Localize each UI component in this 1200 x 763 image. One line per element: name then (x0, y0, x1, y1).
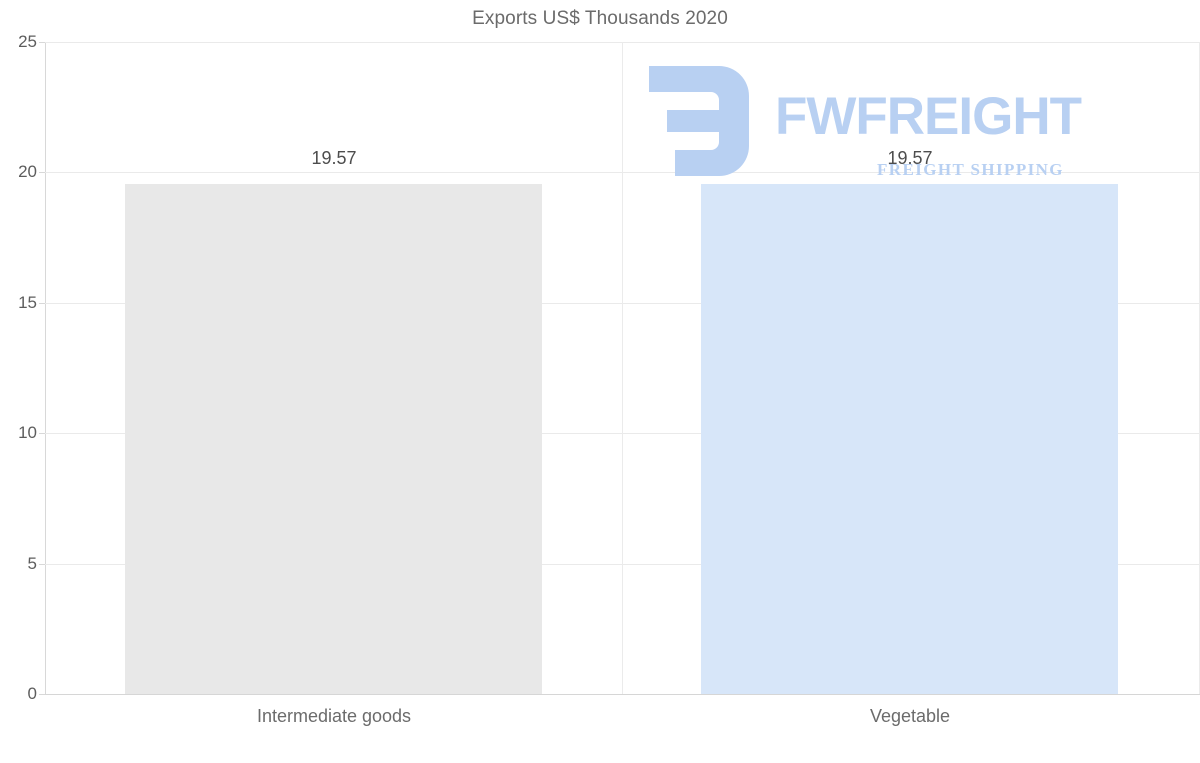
y-tick-mark-5 (39, 564, 45, 565)
y-tick-label-20: 20 (18, 162, 37, 181)
plot-area (39, 42, 1200, 695)
bar-vegetable[interactable] (701, 184, 1118, 694)
y-tick-mark-10 (39, 433, 45, 434)
x-tick-label-vegetable: Vegetable (869, 706, 951, 726)
y-tick-mark-25 (39, 42, 45, 43)
y-tick-mark-20 (39, 172, 45, 173)
bar-value-label-vegetable: 19.57 (887, 148, 933, 168)
y-tick-mark-15 (39, 303, 45, 304)
x-tick-label-intermediate-goods: Intermediate goods (256, 706, 412, 726)
x-axis-line (45, 694, 1200, 695)
y-tick-label-0: 0 (27, 684, 37, 703)
bar-intermediate-goods[interactable] (125, 184, 542, 694)
vertical-gridline-category-boundary (622, 42, 623, 694)
y-tick-mark-0 (39, 694, 45, 695)
bar-value-label-intermediate-goods: 19.57 (311, 148, 357, 168)
y-tick-label-25: 25 (18, 32, 37, 51)
y-tick-label-15: 15 (18, 293, 37, 312)
y-tick-label-10: 10 (18, 423, 37, 442)
y-axis-line (45, 42, 46, 694)
y-tick-label-5: 5 (27, 554, 37, 573)
chart-title: Exports US$ Thousands 2020 (472, 8, 728, 29)
